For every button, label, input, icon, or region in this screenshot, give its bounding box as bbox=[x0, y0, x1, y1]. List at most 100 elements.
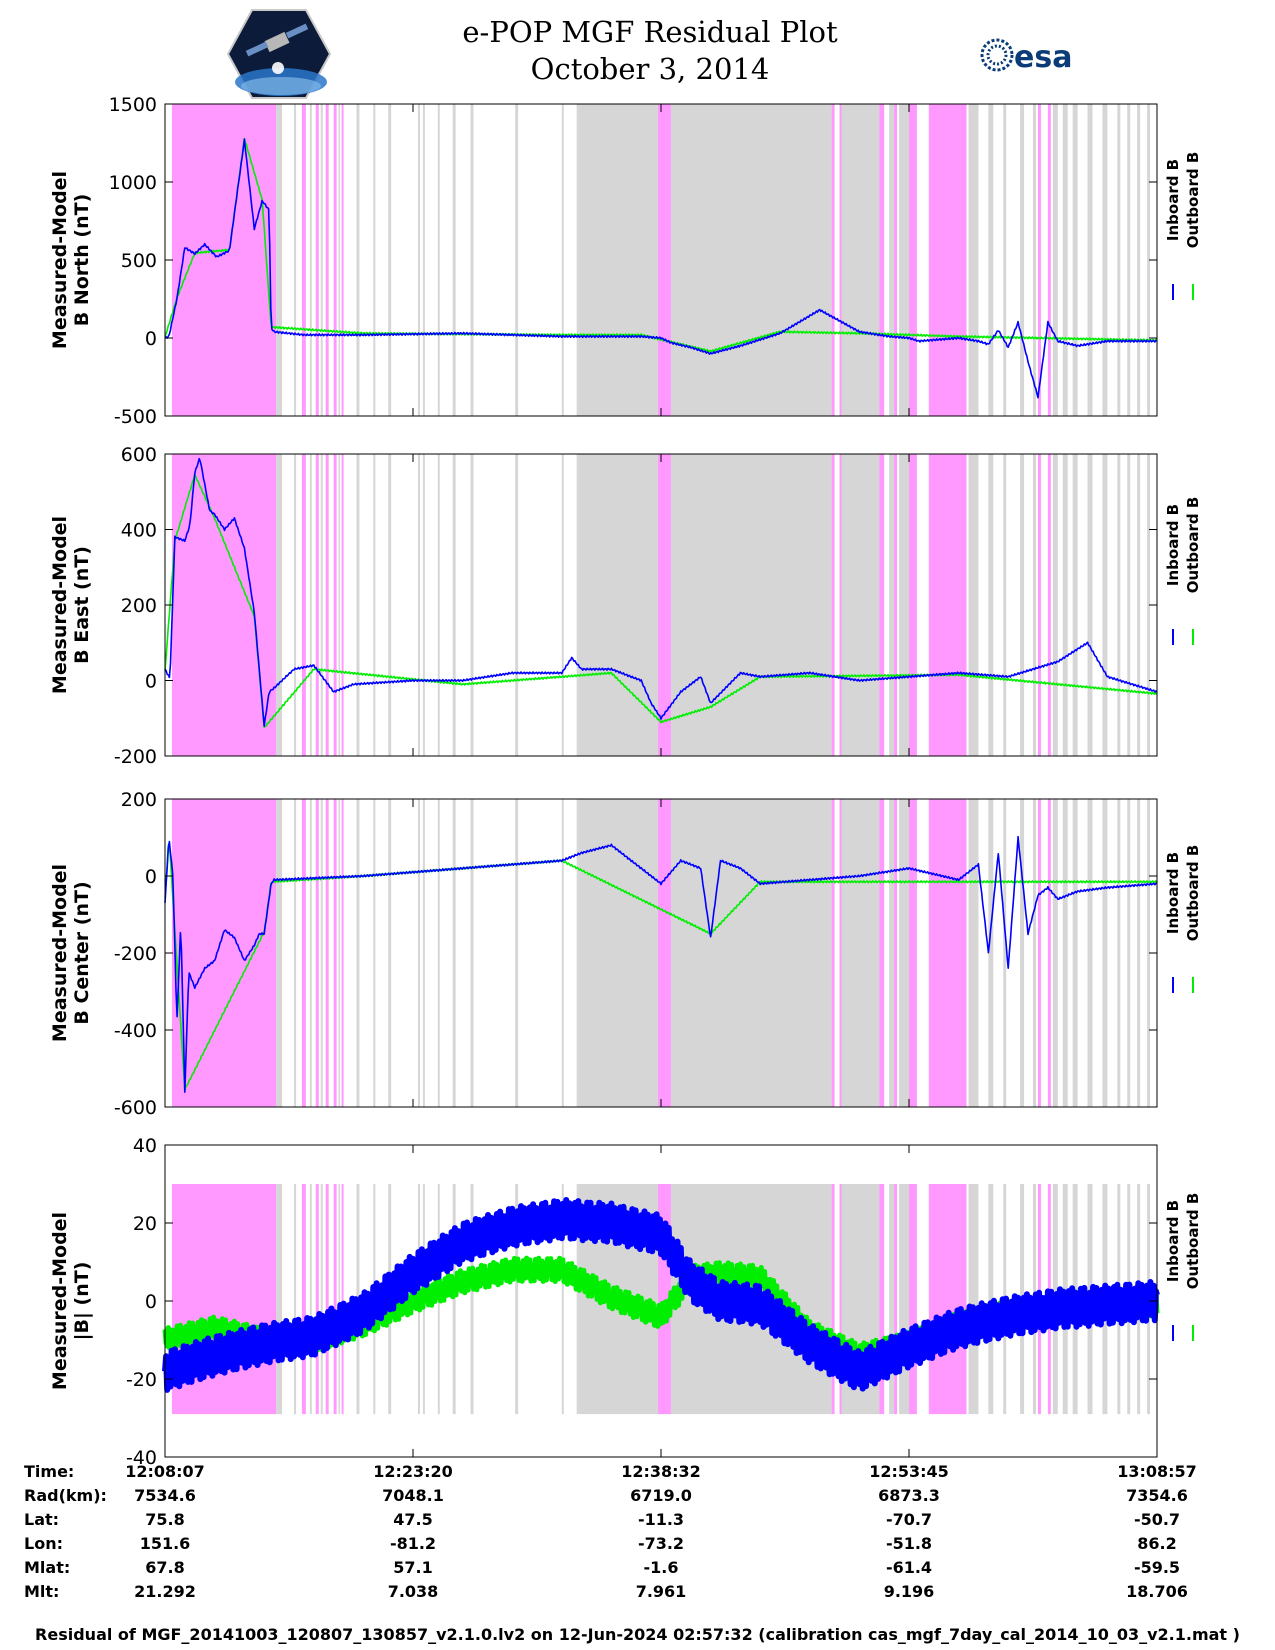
data-gap-band bbox=[1137, 104, 1141, 416]
data-gap-band bbox=[309, 104, 312, 416]
calibration-band bbox=[839, 1184, 842, 1415]
info-row-label: Mlat: bbox=[24, 1558, 71, 1577]
y-tick-label: -40 bbox=[126, 1447, 157, 1469]
calibration-band bbox=[928, 454, 967, 756]
y-tick-label: -600 bbox=[114, 1097, 157, 1119]
data-gap-band bbox=[1087, 104, 1093, 416]
calibration-band bbox=[301, 1184, 306, 1415]
data-gap-band bbox=[899, 799, 909, 1107]
calibration-band bbox=[928, 104, 967, 416]
calibration-band bbox=[879, 1184, 885, 1415]
info-row-label: Lon: bbox=[24, 1534, 63, 1553]
data-gap-band bbox=[1127, 799, 1131, 1107]
y-axis-label-line1: Measured-Model bbox=[49, 516, 71, 694]
data-gap-band bbox=[373, 104, 376, 416]
calibration-band bbox=[894, 104, 898, 416]
data-gap-band bbox=[1062, 454, 1068, 756]
calibration-band bbox=[1047, 104, 1051, 416]
calibration-band bbox=[341, 1184, 344, 1415]
calibration-band bbox=[325, 1184, 329, 1415]
calibration-band bbox=[325, 799, 329, 1107]
info-cell: 6719.0 bbox=[630, 1486, 692, 1505]
panel-center: 200 0 -200 -400 -600 Measured-ModelB Center (… bbox=[49, 789, 1202, 1119]
data-gap-band bbox=[1137, 799, 1141, 1107]
info-cell: -59.5 bbox=[1133, 1558, 1181, 1577]
info-cell: -1.6 bbox=[643, 1558, 679, 1577]
y-axis-label-line1: Measured-Model bbox=[49, 171, 71, 349]
data-gap-band bbox=[576, 1184, 579, 1415]
data-gap-band bbox=[293, 104, 296, 416]
data-gap-band bbox=[839, 454, 880, 756]
y-tick-label: 0 bbox=[145, 328, 157, 350]
calibration-band bbox=[894, 1184, 898, 1415]
y-axis-label-line2: B East (nT) bbox=[71, 546, 93, 664]
data-gap-band bbox=[1127, 454, 1131, 756]
y-axis-label-line2: B Center (nT) bbox=[71, 881, 93, 1024]
inboard-b-series-line bbox=[164, 835, 1158, 1093]
data-gap-band bbox=[899, 454, 909, 756]
calibration-band bbox=[658, 104, 671, 416]
calibration-band bbox=[1047, 799, 1051, 1107]
data-gap-band bbox=[422, 454, 425, 756]
data-gap-band bbox=[899, 104, 909, 416]
panel-north: 1500 1000 500 0 -500 Measured-ModelB North (n… bbox=[49, 94, 1202, 428]
y-axis-label-line1: Measured-Model bbox=[49, 1212, 71, 1390]
data-gap-band bbox=[1117, 104, 1121, 416]
info-cell: -50.7 bbox=[1133, 1510, 1181, 1529]
calibration-band bbox=[333, 799, 337, 1107]
info-cell: 12:08:07 bbox=[125, 1462, 205, 1481]
calibration-band bbox=[1037, 104, 1041, 416]
info-cell: 12:38:32 bbox=[621, 1462, 701, 1481]
data-gap-band bbox=[561, 799, 564, 1107]
data-gap-band bbox=[839, 104, 880, 416]
data-gap-band bbox=[470, 454, 474, 756]
info-cell: -81.2 bbox=[389, 1534, 437, 1553]
data-gap-band bbox=[276, 799, 283, 1107]
info-cell: -11.3 bbox=[637, 1510, 685, 1529]
data-gap-band bbox=[576, 104, 579, 416]
calibration-band bbox=[928, 1184, 967, 1415]
inboard-b-series-line bbox=[164, 457, 1158, 727]
calibration-band bbox=[658, 799, 671, 1107]
data-gap-band bbox=[515, 454, 519, 756]
data-gap-band bbox=[470, 799, 474, 1107]
data-gap-band bbox=[968, 1184, 979, 1415]
info-cell: 6873.3 bbox=[878, 1486, 940, 1505]
calibration-band bbox=[839, 104, 842, 416]
calibration-band bbox=[315, 1184, 319, 1415]
data-gap-band bbox=[1117, 454, 1121, 756]
data-gap-band bbox=[988, 104, 994, 416]
calibration-band bbox=[909, 454, 917, 756]
data-gap-band bbox=[899, 1184, 909, 1415]
data-gap-band bbox=[437, 454, 440, 756]
y-tick-label: -200 bbox=[114, 943, 157, 965]
y-tick-label: -400 bbox=[114, 1020, 157, 1042]
data-gap-band bbox=[670, 454, 832, 756]
calibration-band bbox=[1037, 799, 1041, 1107]
info-row: Rad(km): 7534.6 7048.1 6719.0 6873.3 7354.6 bbox=[0, 1486, 1275, 1510]
y-tick-label: 1000 bbox=[109, 172, 157, 194]
calibration-band bbox=[301, 454, 306, 756]
calibration-band bbox=[831, 799, 835, 1107]
data-gap-band bbox=[422, 799, 425, 1107]
calibration-band bbox=[839, 799, 842, 1107]
panel-east: 600 400 200 0 -200 Measured-ModelB East (nT) I… bbox=[49, 444, 1202, 768]
data-gap-band bbox=[320, 104, 323, 416]
data-gap-band bbox=[670, 799, 832, 1107]
data-gap-band bbox=[1087, 454, 1093, 756]
data-gap-band bbox=[968, 104, 979, 416]
cassiope-mission-icon bbox=[226, 9, 332, 99]
info-cell: 151.6 bbox=[139, 1534, 191, 1553]
data-gap-band bbox=[320, 454, 323, 756]
y-axis-label-line1: Measured-Model bbox=[49, 864, 71, 1042]
data-gap-band bbox=[1102, 104, 1108, 416]
data-gap-band bbox=[388, 799, 392, 1107]
data-gap-band bbox=[1052, 454, 1058, 756]
y-axis-label-line2: |B| (nT) bbox=[71, 1262, 93, 1341]
info-cell: 7048.1 bbox=[382, 1486, 444, 1505]
calibration-band bbox=[333, 104, 337, 416]
data-gap-band bbox=[373, 454, 376, 756]
legend-outboard-label: Outboard B bbox=[1184, 1193, 1202, 1290]
esa-logo-icon: esa bbox=[980, 38, 1072, 72]
data-gap-band bbox=[276, 104, 283, 416]
